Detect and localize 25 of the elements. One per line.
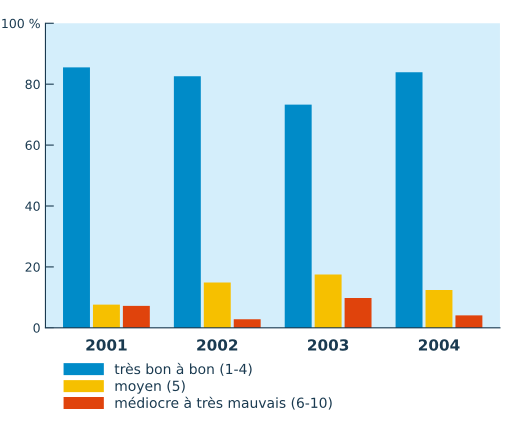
bar — [234, 319, 261, 328]
bar — [92, 304, 120, 328]
bar — [396, 72, 423, 328]
bar — [63, 67, 90, 328]
bar — [314, 274, 342, 328]
bar — [204, 282, 231, 328]
y-tick-label: 80 — [26, 80, 40, 90]
y-tick-label: 60 — [26, 140, 40, 150]
bar — [426, 290, 452, 328]
bar — [455, 315, 482, 328]
legend-label: moyen (5) — [116, 380, 185, 394]
y-tick-label: 0 — [33, 323, 40, 333]
y-tick-label: 100 % — [2, 18, 40, 28]
x-tick-label: 2001 — [86, 339, 127, 351]
x-tick-label: 2003 — [308, 339, 348, 351]
bar — [344, 298, 372, 328]
y-tick-label: 40 — [25, 201, 40, 211]
legend-label: médiocre à très mauvais (6-10) — [116, 396, 332, 410]
legend-label: très bon à bon (1-4) — [114, 362, 252, 376]
bar — [174, 76, 201, 328]
bar — [284, 104, 312, 328]
y-tick-label: 20 — [26, 262, 40, 272]
bar — [122, 306, 150, 328]
x-tick-label: 2004 — [418, 339, 460, 351]
x-tick-label: 2002 — [197, 339, 238, 351]
